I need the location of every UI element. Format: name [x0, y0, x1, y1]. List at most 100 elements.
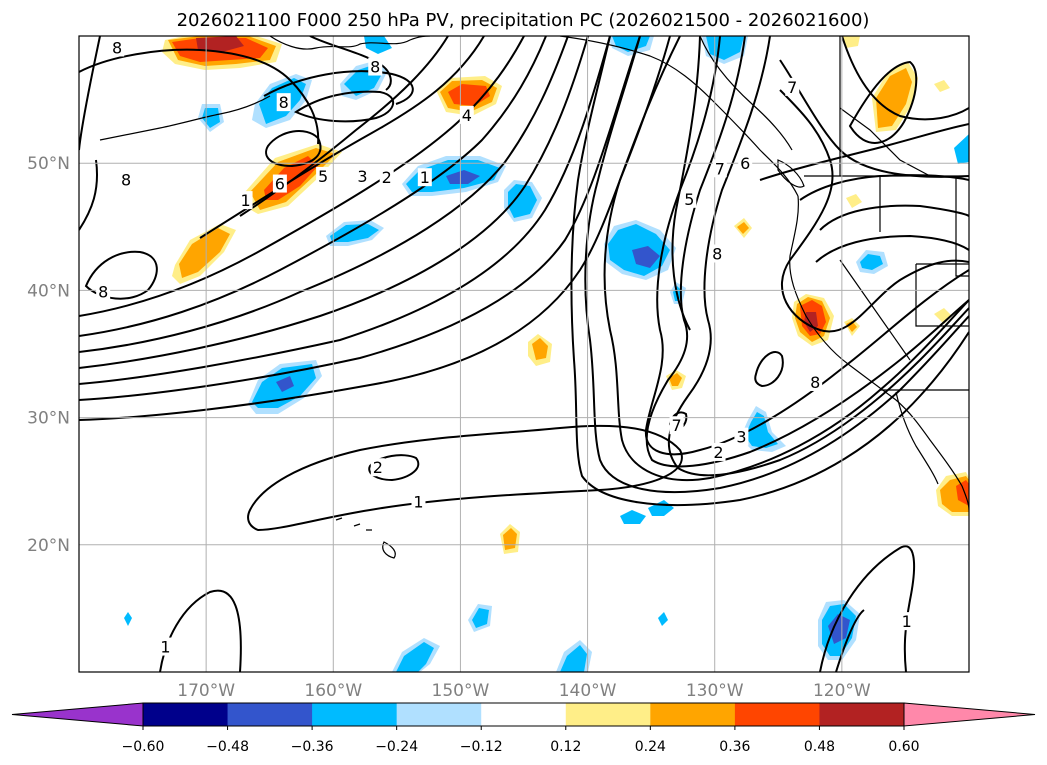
pv-contour	[79, 36, 525, 317]
colorbar-tick-label: 0.48	[804, 739, 835, 755]
pv-contour	[819, 545, 916, 672]
pv-contour	[265, 130, 322, 168]
pv-contour	[671, 36, 701, 331]
colorbar-frame	[142, 702, 905, 727]
pv-contour-label: 7	[671, 416, 681, 435]
colorbar-segment	[312, 703, 398, 726]
pv-label-bg	[459, 105, 474, 124]
lon-tick-label: 140°W	[559, 681, 617, 701]
pv-label-bg	[96, 282, 111, 301]
pv-contour-label: 8	[370, 58, 380, 77]
pv-contour-label: 5	[318, 167, 328, 186]
pv-contour-label: 7	[715, 159, 725, 178]
pv-label-bg	[355, 166, 370, 185]
precip-positive-region	[842, 36, 860, 48]
colorbar-segment	[396, 703, 482, 726]
colorbar-segment	[143, 703, 229, 726]
lon-tick-label: 160°W	[304, 681, 362, 701]
colorbar-segment	[227, 703, 313, 726]
precip-negative-region	[658, 612, 668, 626]
pv-label-bg	[411, 492, 426, 511]
pv-label-bg	[238, 191, 253, 210]
pv-contour	[79, 36, 101, 151]
pv-contour	[79, 36, 611, 385]
coastline-alaska	[269, 36, 431, 50]
map-frame	[78, 35, 970, 673]
precip-positive-region	[846, 194, 862, 208]
coastline-alaska-panhandle	[699, 36, 793, 151]
longitude-labels: 170°W 160°W 150°W 140°W 130°W 120°W	[177, 681, 871, 701]
coastline-aleutians	[99, 95, 271, 141]
pv-contour-label: 8	[712, 245, 722, 264]
lat-tick-label: 30°N	[27, 409, 70, 429]
pv-contour-label: 2	[382, 168, 392, 187]
pv-contour	[848, 60, 918, 144]
gridlines	[79, 36, 969, 672]
precip-negative-region	[364, 36, 392, 54]
colorbar-tick-label: 0.60	[888, 739, 919, 755]
island-hawaii	[382, 541, 396, 559]
colorbar-segment	[819, 703, 905, 726]
pv-contour-label: 8	[98, 283, 108, 302]
pv-contour-label: 6	[740, 154, 750, 173]
pv-contour	[584, 36, 969, 494]
pv-contour-label: 3	[736, 428, 746, 447]
colorbar-segment	[650, 703, 736, 726]
pv-contour	[84, 250, 158, 300]
island-hawaii-chain	[335, 517, 372, 531]
pv-label-bg	[110, 38, 125, 57]
pv-label-bg	[417, 168, 432, 187]
pv-contour-label: 2	[373, 458, 383, 477]
island-vancouver	[777, 159, 805, 188]
pv-label-bg	[669, 416, 684, 435]
precip-negative-region	[330, 224, 379, 242]
pv-contour-label: 1	[240, 191, 250, 210]
precip-negative-region	[954, 134, 969, 164]
colorbar-tick-label: 0.24	[635, 739, 666, 755]
state-line	[915, 263, 969, 327]
pv-contours	[79, 36, 969, 672]
pv-contour-label: 4	[462, 106, 472, 125]
colorbar-segment	[734, 703, 820, 726]
precip-positive-region	[934, 80, 950, 92]
pv-contour	[841, 36, 969, 121]
lon-tick-label: 150°W	[432, 681, 490, 701]
pv-label-bg	[316, 166, 331, 185]
colorbar: −0.60 −0.48 −0.36 −0.24 −0.12 0.12 0.24 0.36 0.4…	[11, 702, 1036, 755]
pv-contour-label: 3	[357, 167, 367, 186]
pv-contour	[79, 159, 98, 231]
precip-negative-region	[396, 642, 434, 672]
pv-contour-label: 7	[787, 78, 797, 97]
pv-label-bg	[899, 612, 914, 631]
pv-contour	[754, 351, 784, 388]
colorbar-tick-label: −0.24	[375, 739, 418, 755]
pv-label-bg	[808, 372, 823, 391]
precip-negative-region	[472, 608, 489, 628]
pv-label-bg	[682, 189, 697, 208]
precip-positive-region	[179, 228, 230, 278]
colorbar-tick-label: 0.36	[719, 739, 750, 755]
lat-tick-label: 40°N	[27, 281, 70, 301]
pv-label-bg	[272, 174, 287, 193]
pv-label-bg	[379, 168, 394, 187]
pv-contour-label: 2	[713, 443, 723, 462]
colorbar-tick-label: −0.48	[206, 739, 249, 755]
pv-label-bg	[738, 154, 753, 173]
lat-tick-label: 50°N	[27, 154, 70, 174]
pv-contour-label: 8	[121, 171, 131, 190]
pv-contour-label: 8	[112, 38, 122, 57]
pv-contour	[759, 123, 969, 181]
precip-positive-region	[956, 480, 969, 506]
coastline-pacific-northwest	[789, 195, 969, 511]
map-title: 2026021100 F000 250 hPa PV, precipitatio…	[177, 10, 870, 31]
colorbar-tick-label: −0.12	[460, 739, 503, 755]
precip-negative-region	[508, 184, 537, 218]
precip-negative-region	[706, 36, 744, 60]
precip-negative-region	[276, 376, 294, 392]
pv-contour	[779, 89, 969, 333]
colorbar-segment	[565, 703, 651, 726]
